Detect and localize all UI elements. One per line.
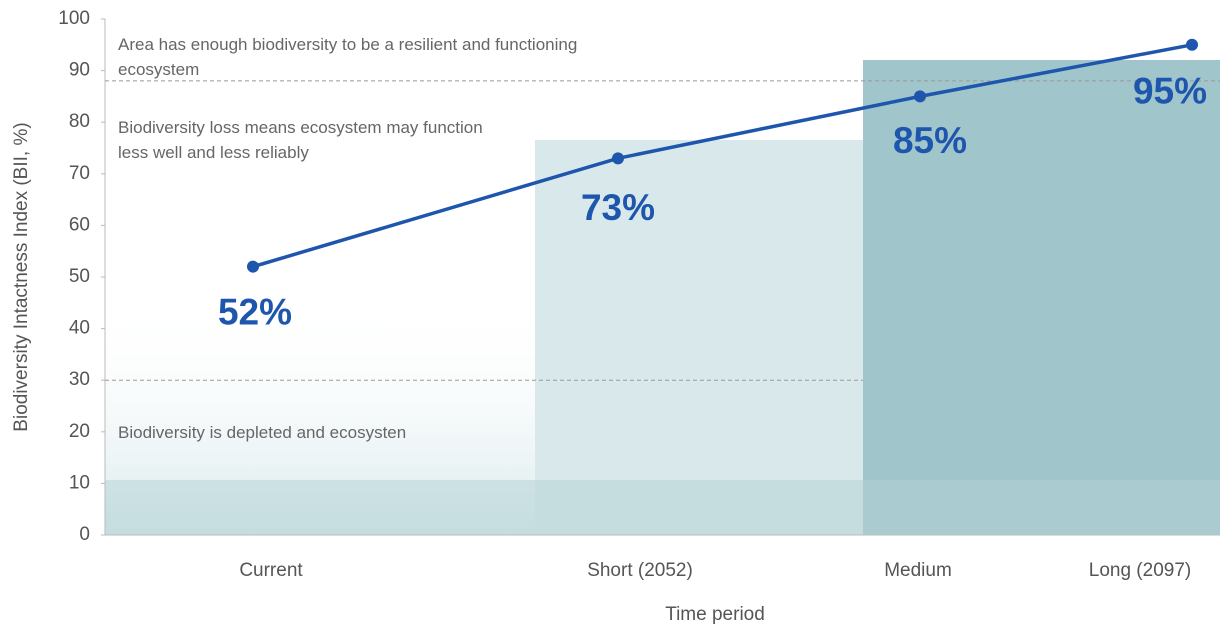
y-tick-label: 50 bbox=[69, 266, 90, 287]
annotation: less well and less reliably bbox=[118, 143, 309, 162]
data-point bbox=[247, 261, 259, 273]
y-axis-label: Biodiversity Intactness Index (BII, %) bbox=[11, 122, 32, 431]
data-point bbox=[914, 90, 926, 102]
y-tick-label: 0 bbox=[79, 524, 90, 545]
y-tick-label: 30 bbox=[69, 369, 90, 390]
annotation: Biodiversity is depleted and ecosysten bbox=[118, 423, 406, 442]
value-label: 52% bbox=[218, 291, 292, 332]
annotation: ecosystem bbox=[118, 60, 199, 79]
x-tick-label: Long (2097) bbox=[1089, 560, 1191, 581]
y-tick-label: 20 bbox=[69, 421, 90, 442]
y-tick-label: 10 bbox=[69, 472, 90, 493]
annotation: Biodiversity loss means ecosystem may fu… bbox=[118, 118, 483, 137]
y-tick-label: 100 bbox=[58, 8, 90, 29]
x-tick-label: Medium bbox=[884, 560, 952, 581]
y-tick-label: 90 bbox=[69, 60, 90, 81]
chart: Biodiversity Intactness Index (BII, %) T… bbox=[0, 0, 1222, 632]
data-point bbox=[1186, 39, 1198, 51]
y-tick-label: 70 bbox=[69, 163, 90, 184]
value-label: 85% bbox=[893, 120, 967, 161]
data-point bbox=[612, 152, 624, 164]
y-tick-label: 60 bbox=[69, 214, 90, 235]
y-tick-label: 80 bbox=[69, 111, 90, 132]
x-tick-label: Current bbox=[239, 560, 303, 581]
value-label: 73% bbox=[581, 187, 655, 228]
x-axis-label: Time period bbox=[665, 604, 765, 625]
annotation: Area has enough biodiversity to be a res… bbox=[118, 35, 577, 54]
value-label: 95% bbox=[1133, 71, 1207, 112]
x-tick-label: Short (2052) bbox=[587, 560, 693, 581]
y-tick-label: 40 bbox=[69, 318, 90, 339]
